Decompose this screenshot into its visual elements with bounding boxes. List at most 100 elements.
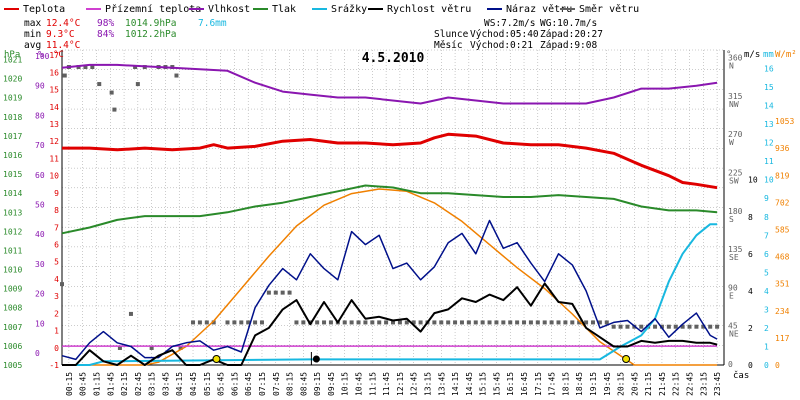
tick-hpa: 1010 xyxy=(3,266,22,275)
tick-x: 05:45 xyxy=(217,372,226,396)
tick-ms: 8 xyxy=(748,213,753,222)
series-sr-ky xyxy=(62,223,718,366)
wind-direction-point xyxy=(197,320,202,325)
tick-x: 04:15 xyxy=(175,372,184,396)
tick-x: 06:15 xyxy=(230,372,239,396)
wind-direction-point xyxy=(273,290,278,295)
stat-max-hum: 98% xyxy=(97,18,114,29)
wind-direction-point xyxy=(178,345,183,350)
tick-pct: 90 xyxy=(35,82,45,91)
wind-direction-point xyxy=(97,82,102,87)
wind-direction-point xyxy=(294,320,299,325)
tick-degc: 2 xyxy=(54,309,59,318)
axis-unit-mm: mm xyxy=(763,50,774,60)
wind-direction-point xyxy=(315,320,320,325)
wind-direction-point xyxy=(528,320,533,325)
moon-label: Měsíc xyxy=(434,40,463,51)
wind-direction-point xyxy=(225,320,230,325)
wind-direction-point xyxy=(391,320,395,325)
series-teplota xyxy=(62,132,718,190)
wind-direction-point xyxy=(715,324,720,329)
tick-x: 13:45 xyxy=(437,372,446,396)
wind-direction-point xyxy=(570,320,575,325)
tick-x: 23:45 xyxy=(713,372,722,396)
sunrise-marker xyxy=(212,355,221,363)
tick-pct: 20 xyxy=(35,290,45,299)
moon-rise: Východ:0:21 xyxy=(470,40,533,51)
series-rychlost-v-tru xyxy=(62,282,718,366)
wind-direction-point xyxy=(232,320,237,325)
wind-direction-point xyxy=(377,320,382,325)
tick-dir: SW xyxy=(729,176,739,185)
legend-label: Srážky xyxy=(331,3,367,15)
tick-wm2: 117 xyxy=(775,334,790,343)
tick-x: 11:45 xyxy=(382,372,391,396)
tick-mm: 10 xyxy=(764,176,774,185)
wind-direction-point xyxy=(522,320,527,325)
wind-direction-point xyxy=(625,324,630,329)
tick-x: 17:15 xyxy=(534,372,543,396)
tick-deg: 0 xyxy=(728,360,733,369)
moon-set: Západ:9:08 xyxy=(540,40,597,51)
wind-direction-point xyxy=(411,320,416,325)
tick-hpa: 1009 xyxy=(3,285,22,294)
tick-x: 08:45 xyxy=(299,372,308,396)
tick-x: 06:45 xyxy=(244,372,253,396)
wind-direction-point xyxy=(128,311,133,316)
tick-x: 07:45 xyxy=(272,372,281,396)
tick-wm2: 0 xyxy=(775,361,780,370)
series-vlhkost xyxy=(61,63,718,105)
tick-mm: 8 xyxy=(764,213,769,222)
sun-label: Slunce xyxy=(434,29,469,40)
chart-title: 4.5.2010 xyxy=(362,51,425,66)
legend-label: Náraz větru xyxy=(506,3,572,15)
tick-pct: 30 xyxy=(35,260,45,269)
wind-direction-point xyxy=(328,320,333,325)
tick-x: 03:45 xyxy=(161,372,170,396)
tick-mm: 15 xyxy=(764,83,774,92)
tick-degc: 7 xyxy=(54,223,59,232)
wind-direction-point xyxy=(90,65,95,70)
tick-x: 20:15 xyxy=(617,372,626,396)
tick-wm2: 585 xyxy=(775,226,790,235)
stat-avg-label: avg xyxy=(24,40,41,51)
tick-x: 01:45 xyxy=(106,372,115,396)
tick-x: 15:15 xyxy=(479,372,488,396)
wind-direction-point xyxy=(60,282,64,287)
stat-rain: 7.6mm xyxy=(198,18,227,29)
wind-direction-point xyxy=(501,320,506,325)
sun-set: Západ:20:27 xyxy=(540,29,603,40)
wind-ws: WS:7.2m/s xyxy=(484,18,535,29)
tick-wm2: 819 xyxy=(775,171,790,180)
wind-direction-point xyxy=(604,320,609,325)
tick-degc: 10 xyxy=(49,172,59,181)
tick-deg: 180 xyxy=(728,207,743,216)
tick-x: 12:15 xyxy=(396,372,405,396)
stat-max-press: 1014.9hPa xyxy=(125,18,176,29)
wind-direction-point xyxy=(673,324,678,329)
wind-direction-point xyxy=(515,320,520,325)
tick-mm: 2 xyxy=(764,324,769,333)
tick-x: 05:15 xyxy=(203,372,212,396)
wind-direction-point xyxy=(639,324,644,329)
wind-direction-point xyxy=(356,320,361,325)
tick-mm: 14 xyxy=(764,102,774,111)
wind-direction-point xyxy=(453,320,458,325)
tick-pct: 10 xyxy=(35,319,45,328)
tick-ms: 2 xyxy=(748,324,753,333)
wind-direction-point xyxy=(659,324,664,329)
wind-direction-point xyxy=(508,320,513,325)
tick-degc: 13 xyxy=(49,120,59,129)
tick-degc: 1 xyxy=(54,327,59,336)
stat-max-temp: 12.4°C xyxy=(46,18,80,29)
wind-direction-point xyxy=(322,320,327,325)
wind-direction-point xyxy=(694,324,699,329)
legend-label: Směr větru xyxy=(579,3,639,15)
tick-degc: 5 xyxy=(54,258,59,267)
tick-degc: 8 xyxy=(54,206,59,215)
tick-x: 00:45 xyxy=(79,372,88,396)
tick-degc: 3 xyxy=(54,292,59,301)
tick-x: 15:45 xyxy=(492,372,501,396)
tick-mm: 1 xyxy=(764,342,769,351)
